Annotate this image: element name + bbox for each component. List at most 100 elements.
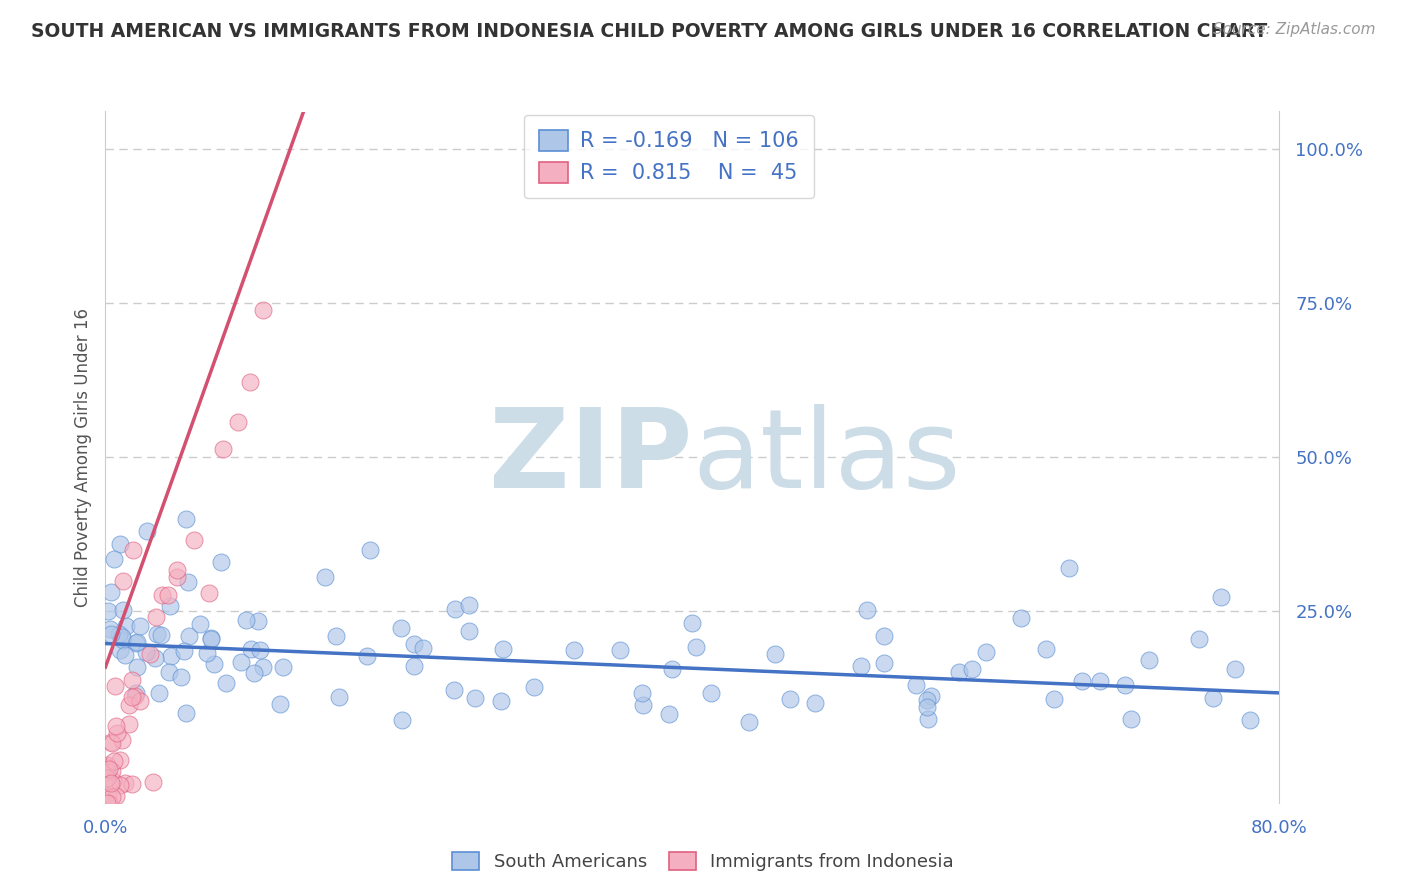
Point: [249, 643, 271, 657]
Point: [143, 650, 166, 665]
Point: [111, 630, 134, 644]
Point: [252, 303, 274, 318]
Point: [96, 796, 118, 810]
Point: [110, 536, 132, 550]
Point: [314, 570, 336, 584]
Point: [1137, 653, 1160, 667]
Point: [148, 685, 170, 699]
Point: [125, 636, 148, 650]
Point: [97, 604, 120, 618]
Y-axis label: Child Poverty Among Girls Under 16: Child Poverty Among Girls Under 16: [73, 308, 91, 607]
Point: [849, 658, 872, 673]
Point: [1010, 610, 1032, 624]
Point: [681, 615, 703, 630]
Point: [114, 648, 136, 662]
Point: [111, 733, 134, 747]
Point: [121, 777, 143, 791]
Point: [129, 619, 152, 633]
Point: [360, 542, 382, 557]
Point: [856, 603, 879, 617]
Point: [243, 665, 266, 680]
Point: [269, 697, 291, 711]
Point: [215, 676, 238, 690]
Point: [633, 698, 655, 712]
Point: [97, 763, 120, 777]
Point: [103, 754, 125, 768]
Point: [685, 640, 707, 655]
Point: [252, 660, 274, 674]
Point: [356, 648, 378, 663]
Point: [200, 632, 222, 646]
Point: [229, 655, 252, 669]
Point: [183, 533, 205, 548]
Point: [100, 776, 122, 790]
Point: [110, 753, 132, 767]
Point: [160, 649, 183, 664]
Point: [464, 691, 486, 706]
Point: [176, 512, 198, 526]
Point: [98, 622, 121, 636]
Point: [100, 764, 122, 778]
Point: [412, 640, 434, 655]
Point: [104, 679, 127, 693]
Point: [100, 585, 122, 599]
Point: [96, 759, 118, 773]
Point: [631, 685, 654, 699]
Point: [1057, 561, 1080, 575]
Point: [124, 690, 146, 704]
Point: [974, 645, 997, 659]
Point: [170, 670, 193, 684]
Point: [457, 624, 479, 638]
Point: [1070, 674, 1092, 689]
Point: [156, 588, 179, 602]
Text: Source: ZipAtlas.com: Source: ZipAtlas.com: [1212, 22, 1375, 37]
Point: [444, 602, 467, 616]
Point: [110, 643, 132, 657]
Point: [107, 627, 129, 641]
Point: [101, 789, 124, 804]
Point: [177, 574, 200, 589]
Point: [152, 588, 174, 602]
Point: [96, 771, 118, 785]
Point: [661, 662, 683, 676]
Point: [523, 680, 546, 694]
Point: [873, 629, 896, 643]
Point: [125, 686, 148, 700]
Point: [1035, 642, 1057, 657]
Point: [149, 628, 172, 642]
Point: [97, 789, 120, 803]
Point: [1188, 632, 1211, 646]
Point: [239, 376, 262, 390]
Point: [200, 631, 222, 645]
Point: [104, 789, 127, 803]
Point: [962, 662, 984, 676]
Point: [100, 735, 122, 749]
Point: [166, 563, 188, 577]
Point: [188, 617, 211, 632]
Point: [235, 613, 257, 627]
Point: [458, 598, 481, 612]
Point: [226, 415, 249, 429]
Point: [127, 660, 149, 674]
Point: [135, 524, 157, 539]
Point: [700, 686, 723, 700]
Point: [325, 629, 347, 643]
Point: [212, 442, 235, 457]
Text: SOUTH AMERICAN VS IMMIGRANTS FROM INDONESIA CHILD POVERTY AMONG GIRLS UNDER 16 C: SOUTH AMERICAN VS IMMIGRANTS FROM INDONE…: [31, 22, 1267, 41]
Point: [804, 696, 827, 710]
Point: [917, 712, 939, 726]
Point: [1225, 662, 1247, 676]
Point: [1114, 678, 1136, 692]
Point: [738, 714, 761, 729]
Point: [112, 632, 135, 647]
Point: [195, 646, 218, 660]
Point: [492, 642, 515, 657]
Point: [166, 569, 188, 583]
Point: [174, 706, 197, 721]
Point: [246, 614, 269, 628]
Legend: R = -0.169   N = 106, R =  0.815    N =  45: R = -0.169 N = 106, R = 0.815 N = 45: [524, 115, 814, 198]
Point: [114, 776, 136, 790]
Point: [1119, 712, 1142, 726]
Point: [98, 796, 121, 810]
Point: [111, 574, 134, 588]
